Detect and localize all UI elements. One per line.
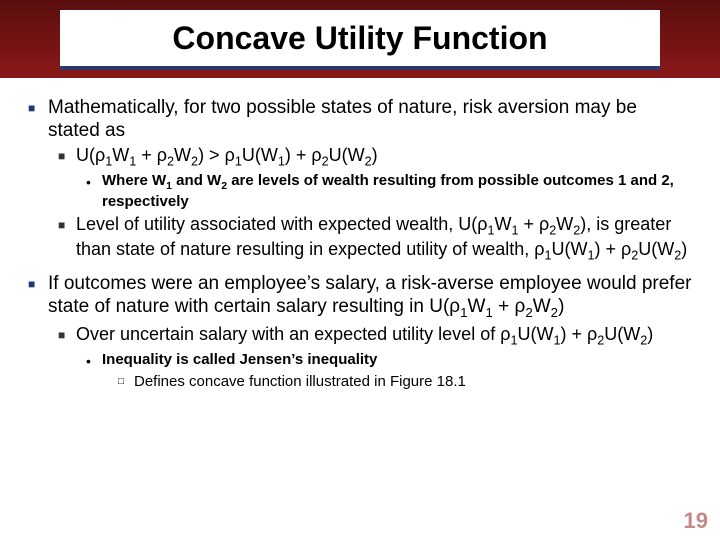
bullet-text: Level of utility associated with expecte… [76, 214, 692, 264]
square-bullet-icon: ■ [58, 145, 76, 170]
bullet-item: ■ If outcomes were an employee’s salary,… [28, 272, 692, 321]
bullet-text: Inequality is called Jensen’s inequality [102, 351, 692, 370]
square-bullet-icon: ■ [58, 214, 76, 264]
bullet-item: ■ Mathematically, for two possible state… [28, 96, 692, 142]
bullet-text: Mathematically, for two possible states … [48, 96, 692, 142]
square-bullet-icon: ■ [58, 324, 76, 349]
bullet-item: ■ U(ρ1W1 + ρ2W2) > ρ1U(W1) + ρ2U(W2) [58, 145, 692, 170]
open-square-bullet-icon: □ [118, 373, 134, 391]
page-number: 19 [684, 508, 708, 534]
dot-bullet-icon: • [86, 351, 102, 370]
bullet-item: • Inequality is called Jensen’s inequali… [86, 351, 692, 370]
bullet-item: □ Defines concave function illustrated i… [118, 373, 692, 391]
bullet-text: If outcomes were an employee’s salary, a… [48, 272, 692, 321]
square-bullet-icon: ■ [28, 272, 48, 321]
bullet-text: Defines concave function illustrated in … [134, 373, 692, 391]
bullet-item: ■ Level of utility associated with expec… [58, 214, 692, 264]
bullet-text: U(ρ1W1 + ρ2W2) > ρ1U(W1) + ρ2U(W2) [76, 145, 692, 170]
content-area: ■ Mathematically, for two possible state… [28, 92, 692, 528]
bullet-text: Over uncertain salary with an expected u… [76, 324, 692, 349]
bullet-text: Where W1 and W2 are levels of wealth res… [102, 172, 692, 211]
title-box: Concave Utility Function [60, 10, 660, 70]
bullet-item: ■ Over uncertain salary with an expected… [58, 324, 692, 349]
bullet-item: • Where W1 and W2 are levels of wealth r… [86, 172, 692, 211]
page-title: Concave Utility Function [172, 20, 547, 57]
square-bullet-icon: ■ [28, 96, 48, 142]
dot-bullet-icon: • [86, 172, 102, 211]
